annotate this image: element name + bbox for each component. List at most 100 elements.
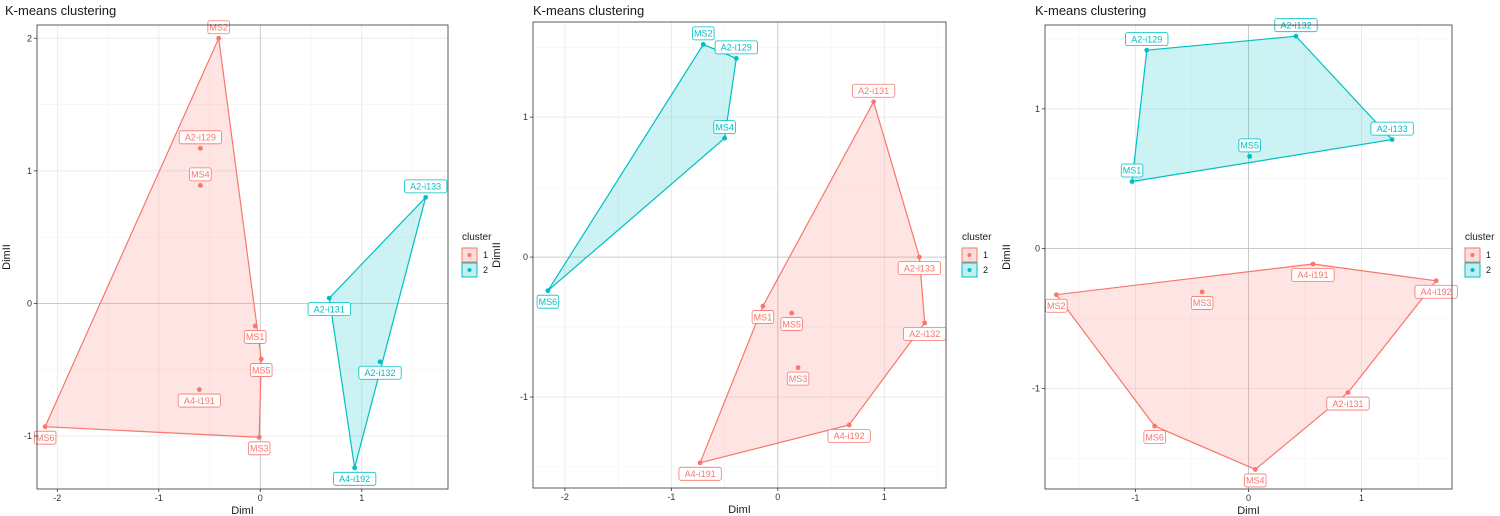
data-point [352, 465, 358, 471]
point-label: MS4 [189, 167, 212, 182]
point-label-text: A2-i129 [1131, 34, 1162, 44]
data-point [1247, 153, 1253, 159]
point-label-box [1326, 396, 1370, 411]
point-label-box [827, 429, 871, 443]
point-label-text: MS5 [1240, 141, 1259, 151]
point-label-box [189, 167, 212, 182]
cluster-1-hull [699, 100, 926, 464]
x-tick-label: 0 [258, 493, 263, 503]
data-point [1053, 292, 1059, 298]
point-label-text: MS4 [191, 170, 210, 180]
legend-title: cluster [962, 232, 992, 243]
x-tick-label: -1 [155, 493, 163, 503]
point-label: MS1 [751, 310, 775, 324]
point-label-box [897, 261, 941, 275]
point-label-box [307, 302, 351, 316]
data-point [789, 310, 795, 316]
x-tick-label: 1 [1359, 493, 1364, 503]
legend-title: cluster [1465, 232, 1495, 243]
x-axis-title: DimI [231, 505, 254, 516]
point-label: MS1 [1120, 163, 1144, 178]
y-tick-label: -1 [1032, 383, 1040, 393]
point-label-text: A2-i133 [1377, 124, 1408, 134]
y-tick-label: 1 [27, 166, 32, 176]
point-label-box [751, 310, 775, 324]
data-point [1252, 467, 1258, 472]
point-label-text: A2-i132 [364, 368, 395, 378]
point-label-box [678, 466, 722, 481]
y-tick-label: 1 [523, 112, 528, 122]
point-label-box [1143, 430, 1166, 445]
point-label: MS6 [536, 294, 560, 309]
point-label-text: MS1 [754, 312, 773, 322]
y-tick-label: -1 [520, 392, 528, 402]
point-label: A4-i191 [1291, 268, 1335, 282]
x-tick-label: 0 [775, 492, 780, 502]
data-point [1433, 278, 1439, 284]
point-label-text: A2-i131 [314, 304, 345, 314]
point-label-text: MS6 [539, 297, 558, 307]
legend-title: cluster [462, 232, 492, 243]
point-label-box [243, 330, 267, 344]
data-point [1310, 261, 1316, 267]
point-label-box [33, 430, 57, 445]
point-label: A2-i133 [897, 261, 941, 275]
point-label: A2-i131 [852, 83, 896, 98]
y-tick-label: -1 [24, 431, 32, 441]
cluster-2-hull [547, 43, 737, 292]
point-label-box [713, 120, 736, 135]
point-label-text: A2-i131 [1332, 399, 1363, 409]
data-point [1293, 33, 1299, 39]
chart-title: K-means clustering [533, 3, 644, 18]
plot-area [42, 35, 429, 471]
legend-key-point [967, 253, 972, 257]
data-point [1129, 179, 1135, 184]
point-label-box [786, 371, 810, 386]
plot-area [545, 41, 928, 466]
x-tick-label: -1 [667, 492, 675, 502]
data-point [922, 320, 928, 326]
point-label-box [404, 179, 448, 194]
point-label-text: MS1 [246, 332, 265, 342]
data-point [846, 422, 852, 428]
point-label-text: MS4 [715, 122, 734, 132]
point-label: MS3 [248, 441, 271, 456]
x-tick-label: -2 [561, 492, 569, 502]
x-tick-label: 1 [882, 492, 887, 502]
data-point [1199, 289, 1205, 295]
legend-label: 2 [983, 265, 988, 275]
legend: cluster 1 2 [461, 232, 492, 278]
data-point [760, 303, 766, 309]
data-point [1345, 390, 1351, 395]
point-label: A4-i192 [1414, 284, 1458, 299]
legend: cluster 1 2 [1464, 232, 1495, 278]
point-label: MS3 [1190, 296, 1214, 310]
data-point [42, 424, 48, 430]
point-label: MS3 [786, 371, 810, 386]
cluster-1-hull [1055, 263, 1438, 471]
x-tick-label: 0 [1246, 493, 1251, 503]
grid [37, 25, 448, 489]
point-label-text: A4-i191 [184, 396, 215, 406]
legend-key-point [967, 268, 972, 272]
point-label-text: A2-i132 [909, 329, 940, 339]
y-tick-label: 0 [27, 298, 32, 308]
point-label: A4-i192 [827, 429, 871, 443]
chart-panel-1: K-means clustering MS2 A2-i129 MS4 MS1 MS5 A4-… [1, 3, 492, 516]
chart-title: K-means clustering [1035, 3, 1146, 18]
point-label: A2-i129 [1125, 32, 1169, 47]
point-label: MS1 [243, 330, 267, 344]
cluster-1-hull [44, 36, 262, 438]
data-point [1389, 137, 1395, 143]
y-tick-label: 0 [1035, 244, 1040, 254]
chart-title: K-means clustering [5, 3, 116, 18]
point-label: A2-i131 [1326, 396, 1370, 411]
point-label: MS4 [1244, 473, 1267, 488]
point-label: MS2 [1045, 298, 1068, 313]
point-label-box [333, 471, 377, 486]
x-tick-label: -1 [1131, 493, 1139, 503]
point-label-text: MS2 [1047, 301, 1066, 311]
point-label-box [1291, 268, 1335, 282]
y-axis-title: DimII [491, 242, 503, 268]
